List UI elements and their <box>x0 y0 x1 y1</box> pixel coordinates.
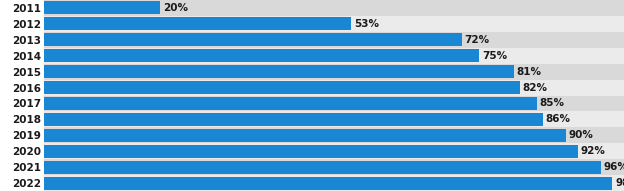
Text: 85%: 85% <box>540 98 565 108</box>
Bar <box>44 81 520 94</box>
Text: 92%: 92% <box>580 146 605 156</box>
Text: 72%: 72% <box>464 35 490 45</box>
Bar <box>44 32 624 48</box>
Bar <box>44 16 624 32</box>
Bar <box>44 176 612 189</box>
Bar <box>44 0 624 16</box>
Bar <box>44 1 160 15</box>
Bar <box>44 113 543 126</box>
Text: 53%: 53% <box>354 19 379 29</box>
Bar <box>44 33 462 46</box>
Bar <box>44 175 624 191</box>
Bar <box>44 161 601 174</box>
Text: 20%: 20% <box>163 3 188 13</box>
Bar <box>44 129 566 142</box>
Bar <box>44 143 624 159</box>
Text: 82%: 82% <box>522 83 547 93</box>
Bar <box>44 97 537 110</box>
Text: 81%: 81% <box>517 67 542 77</box>
Bar <box>44 64 624 80</box>
Bar <box>44 49 479 62</box>
Text: 90%: 90% <box>569 130 594 140</box>
Bar <box>44 111 624 127</box>
Bar <box>44 80 624 96</box>
Bar <box>44 96 624 111</box>
Bar <box>44 145 578 158</box>
Text: 86%: 86% <box>545 114 571 124</box>
Bar <box>44 65 514 78</box>
Text: 96%: 96% <box>603 162 624 172</box>
Bar <box>44 48 624 64</box>
Bar <box>44 159 624 175</box>
Text: 75%: 75% <box>482 51 507 61</box>
Text: 98%: 98% <box>615 178 624 188</box>
Bar <box>44 17 351 30</box>
Bar <box>44 127 624 143</box>
